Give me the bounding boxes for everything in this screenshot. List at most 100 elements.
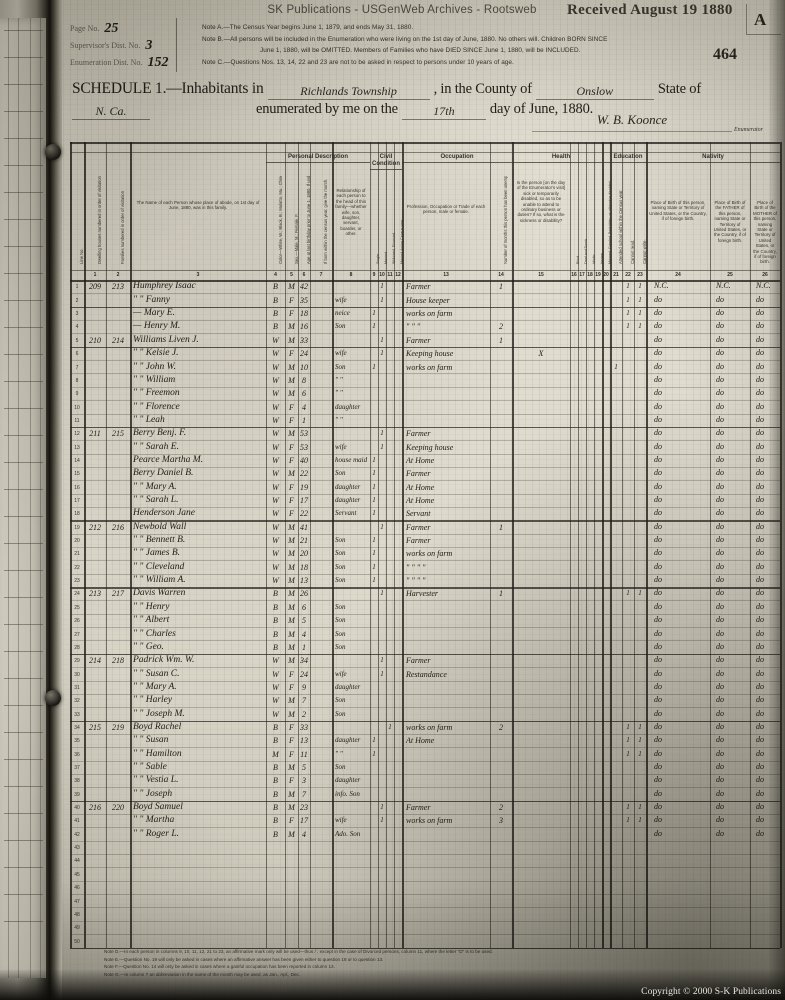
cell-mother-birthplace: do [756,535,764,545]
cell-mother-birthplace: do [756,815,764,825]
cell-relationship: Son [335,576,346,585]
cell-father-birthplace: do [716,414,724,424]
cell-age: 26 [300,589,308,599]
row-line-number: 15 [74,471,80,478]
cell-age: 5 [302,616,306,626]
cell-age: 11 [300,749,308,759]
column-number-11: 11 [387,272,393,278]
copyright-notice: Copyright © 2000 S-K Publications [641,987,781,997]
column-header-9: Single. [376,253,380,264]
cell-family-number: 217 [112,589,124,599]
cell-color: B [273,616,278,626]
cell-occupation: Keeping house [406,349,454,359]
cell-color: W [272,576,279,586]
cell-birthplace: do [654,615,662,625]
cell-mother-birthplace: do [756,628,764,638]
cell-married: 1 [380,589,384,598]
row-line-number: 16 [74,484,80,491]
cell-age: 22 [300,509,308,519]
cell-sex: M [288,829,295,839]
cell-father-birthplace: do [716,708,724,718]
day-field[interactable]: 17th [401,104,486,120]
cell-age: 18 [300,562,308,572]
cell-person-name: " " Vestia L. [133,775,179,786]
cell-occupation: " " " " [406,576,426,586]
bottom-shadow [0,970,785,1000]
row-line-number: 40 [74,805,80,812]
cell-single: 1 [372,562,376,571]
cell-mother-birthplace: do [756,788,764,798]
cell-relationship: Son [335,642,346,651]
binding-rivet-bottom [45,690,61,706]
cell-relationship: house maid [335,455,368,464]
cell-color: B [273,629,278,639]
row-line-number: 2 [75,297,79,304]
cell-person-name: " " Florence [133,401,180,412]
cell-sex: M [288,282,295,292]
row-line-number: 7 [75,364,79,371]
cell-mother-birthplace: do [756,708,764,718]
cell-occupation: At Home [406,496,435,505]
cell-single: 1 [372,509,376,518]
row-line-number: 14 [74,457,80,464]
cell-person-name: " " Bennett B. [133,535,186,546]
row-line-number: 5 [75,337,79,344]
cell-relationship: Son [335,696,346,705]
cell-father-birthplace: do [716,441,724,451]
group-header-occupation: Occupation [402,154,512,163]
column-number-21: 21 [613,272,619,278]
page-no-value: 25 [104,21,119,36]
cell-person-name: Boyd Samuel [133,802,183,813]
date-tail: day of June, 1880. [489,101,594,117]
cell-sex: M [288,763,295,772]
cell-occupation: Harvester [406,589,438,599]
cell-dwelling-number: 215 [89,722,101,732]
cell-color: W [272,482,279,492]
column-header-6: Age at last birthday prior to June 1, 18… [306,176,311,264]
cell-single: 1 [372,576,376,585]
cell-birthplace: do [654,775,662,785]
cell-age: 33 [300,722,308,732]
cell-age: 22 [300,469,308,479]
cell-color: B [273,829,278,839]
cell-sex: M [288,789,295,799]
cell-mother-birthplace: do [756,348,764,358]
column-header-2: Families numbered in order of visitation [120,190,125,264]
column-header-17: Deaf and Dumb. [584,237,588,264]
cell-occupation: Keeping house [406,442,454,452]
column-header-23: Cannot write. [642,239,647,264]
cell-cannot-write: 1 [638,736,642,745]
cell-cannot-read: 1 [626,309,630,318]
cell-father-birthplace: do [716,548,724,558]
cell-married: 1 [380,429,384,438]
cell-mother-birthplace: do [756,641,764,651]
enumeration-dist-value: 152 [147,55,169,70]
cell-sex: F [289,455,294,465]
cell-birthplace: do [654,294,662,304]
cell-sex: M [288,362,295,372]
cell-sex: M [288,629,295,639]
cell-sex: M [288,549,295,559]
cell-color: W [272,669,279,679]
cell-mother-birthplace: do [756,294,764,304]
state-field[interactable]: N. Ca. [72,104,150,120]
column-header-5: Sex.—Male, M.; Female, F. [293,213,299,265]
column-header-20: Maimed, Crippled, Bedridden, or otherwis… [608,180,612,265]
township-field[interactable]: Richlands Township [267,84,430,100]
row-line-number: 30 [74,671,80,678]
cell-sex: M [288,642,295,652]
cell-age: 13 [300,576,308,586]
row-line-number: 3 [75,311,79,318]
cell-sex: F [289,295,294,305]
census-sheet: SK Publications - USGenWeb Archives - Ro… [62,0,785,1000]
enumerator-signature: W. B. Koonce [596,112,668,127]
received-stamp: Received August 19 1880 [567,2,733,18]
cell-father-birthplace: do [716,348,724,358]
cell-birthplace: do [654,601,662,611]
cell-months-unemployed: 1 [499,335,503,345]
county-field[interactable]: Onslow [535,84,654,100]
cell-age: 6 [302,602,306,612]
column-header-18: Idiotic. [592,253,596,264]
cell-married: 1 [380,803,384,812]
row-line-number: 37 [74,765,80,771]
